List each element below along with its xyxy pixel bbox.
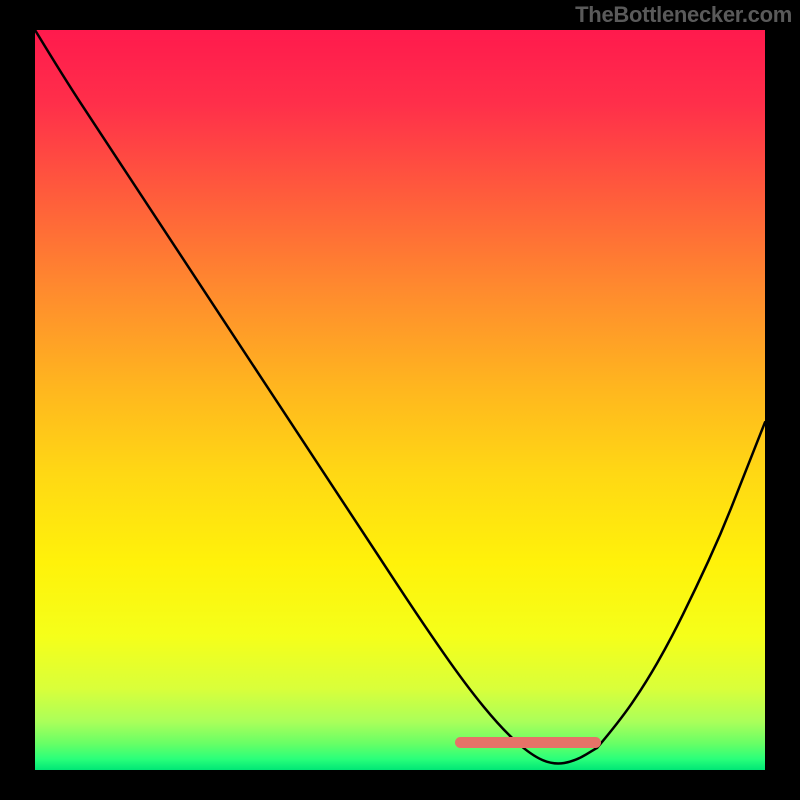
chart-container: TheBottlenecker.com	[0, 0, 800, 800]
curve-right-branch	[597, 422, 765, 748]
plot-area	[35, 30, 765, 770]
bottleneck-curve	[35, 30, 765, 770]
optimal-range-bar	[455, 737, 601, 748]
curve-left-branch	[35, 30, 597, 763]
attribution-label: TheBottlenecker.com	[575, 2, 792, 28]
